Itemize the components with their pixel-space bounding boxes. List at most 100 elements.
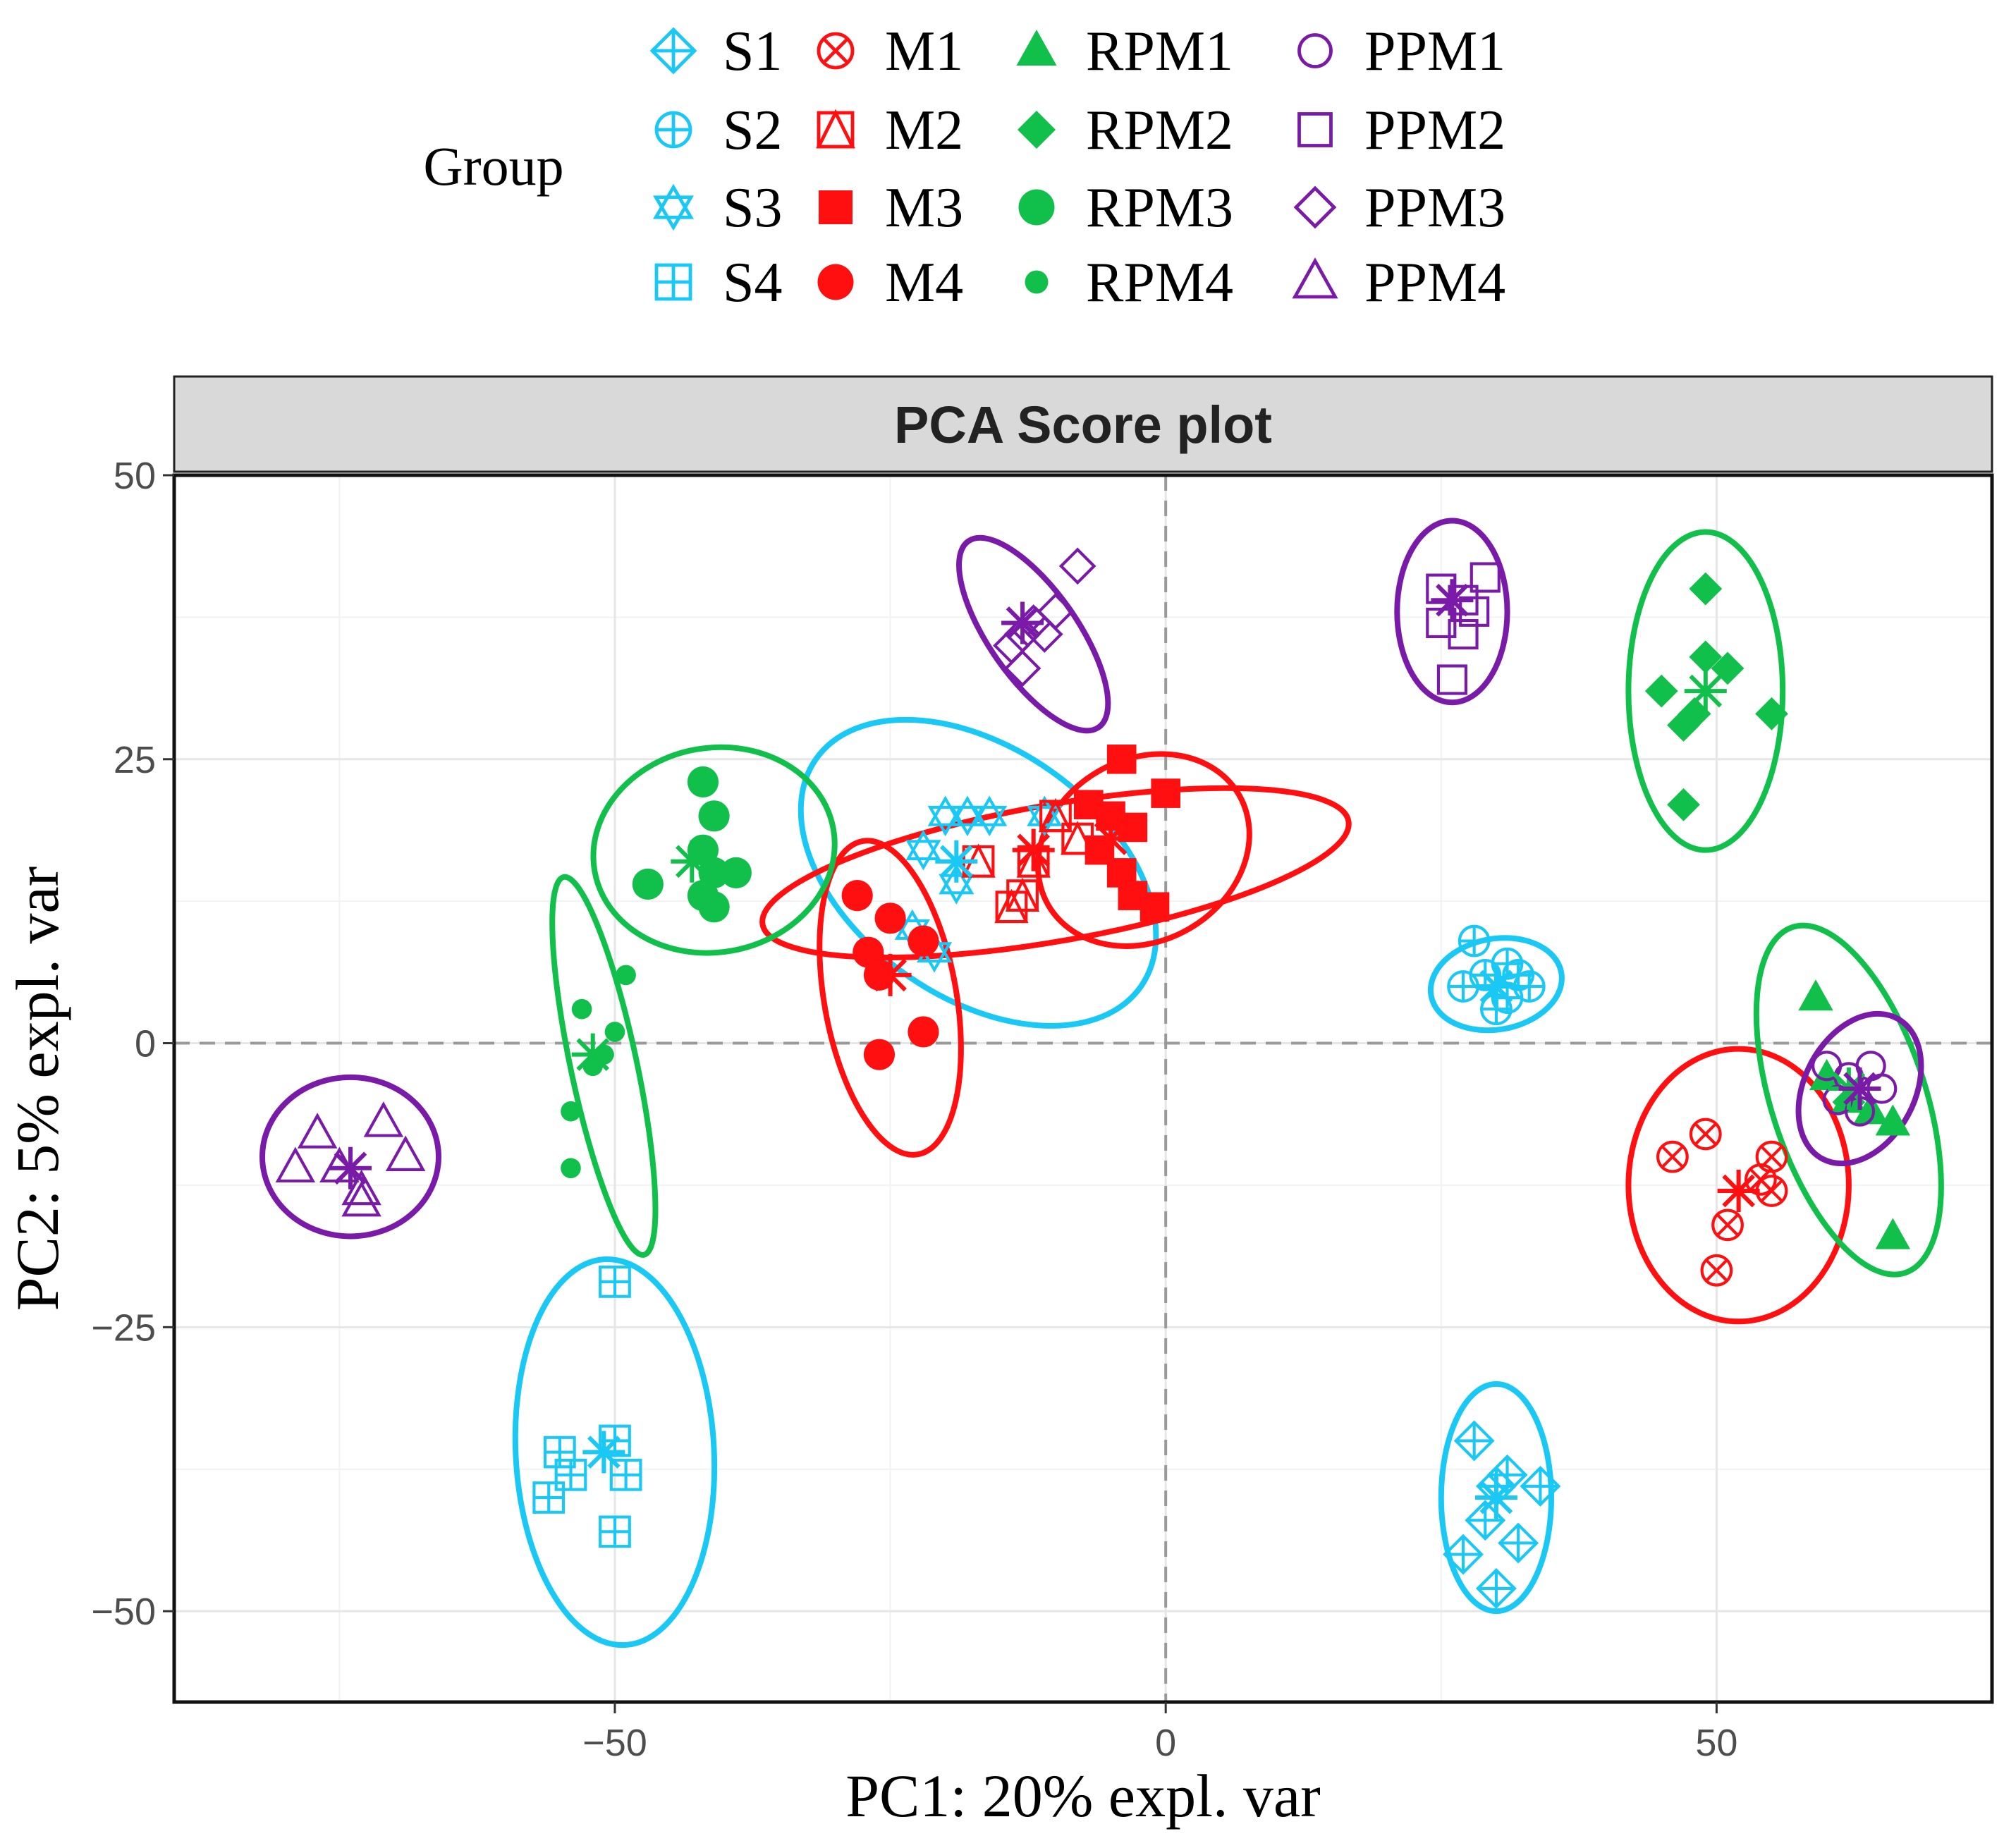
point-s4 bbox=[532, 1481, 566, 1514]
legend-marker-rpm1 bbox=[1016, 30, 1057, 66]
point-rpm2 bbox=[1644, 674, 1678, 708]
point-m4 bbox=[908, 925, 939, 957]
y-tick-label: −25 bbox=[91, 1307, 156, 1349]
centroid-s2 bbox=[1474, 965, 1517, 1008]
point-m3 bbox=[1151, 778, 1180, 808]
legend-label-s3: S3 bbox=[723, 177, 783, 239]
legend-marker-s1 bbox=[649, 27, 697, 75]
legend-marker-m2 bbox=[816, 109, 855, 149]
y-axis-ticks: 50 25 0 −25 −50 bbox=[91, 455, 174, 1633]
point-ppm2 bbox=[1459, 596, 1490, 627]
point-m1 bbox=[1711, 1208, 1744, 1242]
y-tick-label: 0 bbox=[135, 1023, 156, 1065]
legend-label-m1: M1 bbox=[885, 20, 963, 82]
legend-item-s1: S1 bbox=[649, 20, 783, 82]
point-m2 bbox=[1005, 877, 1040, 912]
ellipse-s1 bbox=[1438, 1381, 1555, 1615]
legend: Group S1 S2 S3 S4 M1 M2 M3 M4 RPM1 RPM2 RPM3 RPM4 PP… bbox=[423, 20, 1505, 314]
legend-item-s2: S2 bbox=[654, 99, 783, 161]
ellipse-m1 bbox=[1625, 1046, 1852, 1325]
legend-label-m3: M3 bbox=[885, 177, 963, 239]
point-m2 bbox=[1038, 797, 1073, 833]
point-s1 bbox=[1453, 1420, 1495, 1462]
point-s3 bbox=[972, 795, 1008, 837]
x-tick-label: 0 bbox=[1155, 1722, 1176, 1764]
x-axis-ticks: −50 0 50 bbox=[582, 1702, 1737, 1764]
legend-marker-rpm2 bbox=[1018, 111, 1056, 149]
point-s4 bbox=[609, 1458, 642, 1491]
centroid-m4 bbox=[869, 953, 912, 996]
point-s3 bbox=[927, 795, 963, 837]
centroid-m3 bbox=[1089, 817, 1132, 860]
ellipse-rpm3 bbox=[590, 744, 838, 956]
point-m2 bbox=[994, 888, 1029, 924]
centroid-rpm4 bbox=[571, 1033, 614, 1076]
legend-item-m1: M1 bbox=[817, 20, 963, 82]
ellipse-rpm4 bbox=[549, 874, 659, 1258]
legend-label-rpm3: RPM3 bbox=[1086, 177, 1233, 239]
point-ppm4 bbox=[341, 1180, 381, 1217]
point-s1 bbox=[1520, 1465, 1561, 1507]
ellipse-ppm4 bbox=[259, 1074, 441, 1240]
point-m3 bbox=[1074, 790, 1104, 820]
legend-item-rpm4: RPM4 bbox=[1025, 252, 1233, 314]
legend-item-s4: S4 bbox=[654, 252, 783, 314]
x-tick-label: −50 bbox=[582, 1722, 647, 1764]
point-ppm3 bbox=[1037, 592, 1075, 630]
legend-item-rpm3: RPM3 bbox=[1018, 177, 1233, 239]
plot-border bbox=[172, 473, 1994, 1704]
legend-marker-ppm3 bbox=[1293, 185, 1337, 229]
point-ppm3 bbox=[1003, 649, 1041, 687]
legend-label-ppm3: PPM3 bbox=[1364, 177, 1505, 239]
centroid-rpm3 bbox=[671, 840, 714, 883]
centroid-rpm2 bbox=[1684, 670, 1727, 713]
point-ppm4 bbox=[297, 1113, 338, 1149]
legend-marker-ppm1 bbox=[1297, 33, 1333, 68]
facet-strip bbox=[173, 375, 1993, 473]
point-rpm3 bbox=[698, 800, 730, 832]
point-rpm2 bbox=[1755, 697, 1788, 730]
point-ppm3 bbox=[1058, 547, 1096, 585]
point-m4 bbox=[908, 1016, 939, 1048]
legend-marker-ppm4 bbox=[1292, 257, 1338, 299]
point-m1 bbox=[1700, 1254, 1733, 1287]
point-m4 bbox=[863, 1039, 896, 1070]
point-rpm2 bbox=[1689, 572, 1723, 606]
plot-panel bbox=[174, 475, 1992, 1702]
legend-marker-m1 bbox=[817, 32, 855, 70]
point-rpm2 bbox=[1689, 640, 1723, 674]
point-rpm4 bbox=[561, 1101, 581, 1122]
legend-item-rpm1: RPM1 bbox=[1016, 20, 1233, 82]
y-axis-label: PC2: 5% expl. var bbox=[4, 867, 71, 1311]
point-rpm4 bbox=[604, 1022, 625, 1042]
legend-item-m4: M4 bbox=[817, 252, 963, 314]
y-tick-label: −50 bbox=[91, 1591, 156, 1633]
legend-item-ppm3: PPM3 bbox=[1293, 177, 1505, 239]
point-ppm4 bbox=[341, 1169, 381, 1206]
legend-item-rpm2: RPM2 bbox=[1018, 99, 1233, 161]
point-ppm1 bbox=[1811, 1051, 1843, 1082]
point-ppm4 bbox=[385, 1135, 426, 1171]
chart-title: PCA Score plot bbox=[894, 396, 1272, 454]
point-rpm4 bbox=[571, 998, 592, 1020]
centroids bbox=[329, 579, 1881, 1519]
legend-item-ppm4: PPM4 bbox=[1292, 252, 1505, 314]
point-m4 bbox=[874, 902, 906, 934]
point-ppm2 bbox=[1470, 562, 1501, 593]
point-rpm2 bbox=[1667, 788, 1700, 821]
legend-label-ppm1: PPM1 bbox=[1364, 20, 1505, 82]
ellipse-rpm2 bbox=[1625, 529, 1786, 853]
legend-label-rpm4: RPM4 bbox=[1086, 252, 1233, 314]
legend-item-ppm1: PPM1 bbox=[1297, 20, 1505, 82]
x-tick-label: 50 bbox=[1695, 1722, 1737, 1764]
legend-label-rpm2: RPM2 bbox=[1086, 99, 1233, 161]
point-m3 bbox=[1140, 892, 1170, 922]
legend-label-m4: M4 bbox=[885, 252, 963, 314]
centroid-ppm3 bbox=[1001, 601, 1044, 644]
ellipse-ppm1 bbox=[1795, 1010, 1924, 1167]
point-ppm4 bbox=[363, 1101, 404, 1137]
point-s2 bbox=[1458, 924, 1491, 957]
legend-item-ppm2: PPM2 bbox=[1297, 99, 1505, 161]
point-ppm2 bbox=[1426, 573, 1457, 604]
point-rpm3 bbox=[632, 868, 664, 900]
